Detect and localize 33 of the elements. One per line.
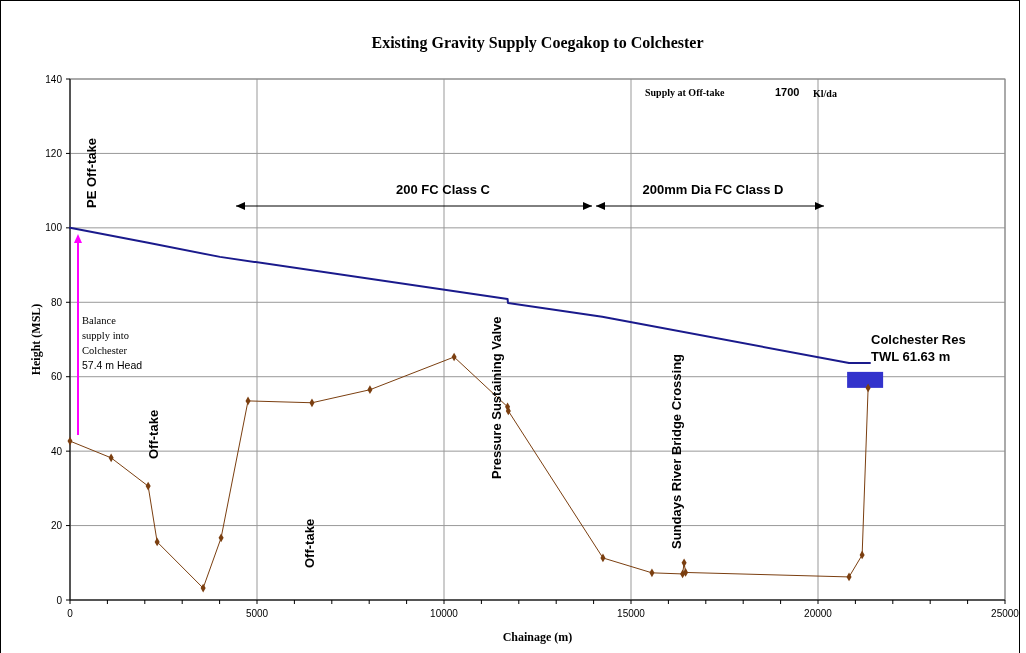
chart-title: Existing Gravity Supply Coegakop to Colchester (371, 34, 704, 52)
annotation: Sundays River Bridge Crossing (669, 353, 684, 549)
x-tick-label: 5000 (245, 608, 269, 619)
annotation: Off-take (302, 518, 317, 568)
annotation: Pressure Sustaining Valve (489, 316, 504, 479)
x-tick-label: 10000 (430, 608, 459, 619)
y-tick-label: 120 (45, 147, 63, 159)
y-tick-label: 40 (50, 445, 63, 457)
x-tick-label: 0 (67, 608, 74, 619)
x-tick-label: 15000 (617, 608, 646, 619)
annotation: Balance (82, 315, 117, 326)
annotation: PE Off-take (84, 137, 99, 208)
y-tick-label: 20 (50, 520, 63, 532)
annotation: TWL 61.63 m (871, 349, 951, 364)
annotation: Colchester Res (871, 332, 966, 347)
y-tick-label: 80 (50, 296, 63, 308)
annotation: Supply at Off-take (645, 87, 726, 98)
x-tick-label: 20000 (804, 608, 833, 619)
x-tick-label: 25000 (991, 608, 1020, 619)
annotation: supply into (82, 330, 129, 341)
y-tick-label: 60 (50, 371, 63, 383)
annotation: 200mm Dia FC Class D (642, 182, 784, 197)
y-axis-title: Height (MSL) (29, 303, 43, 376)
y-tick-label: 140 (45, 73, 63, 85)
annotation: Off-take (146, 409, 161, 459)
y-tick-label: 100 (45, 222, 63, 234)
annotation: Colchester (82, 345, 128, 356)
annotation: 1700 (775, 86, 800, 98)
annotation: 57.4 m Head (82, 359, 143, 371)
y-tick-label: 0 (56, 594, 63, 606)
annotation: Kl/da (813, 88, 837, 99)
x-axis-title: Chainage (m) (502, 630, 573, 644)
annotation: 200 FC Class C (396, 182, 491, 197)
